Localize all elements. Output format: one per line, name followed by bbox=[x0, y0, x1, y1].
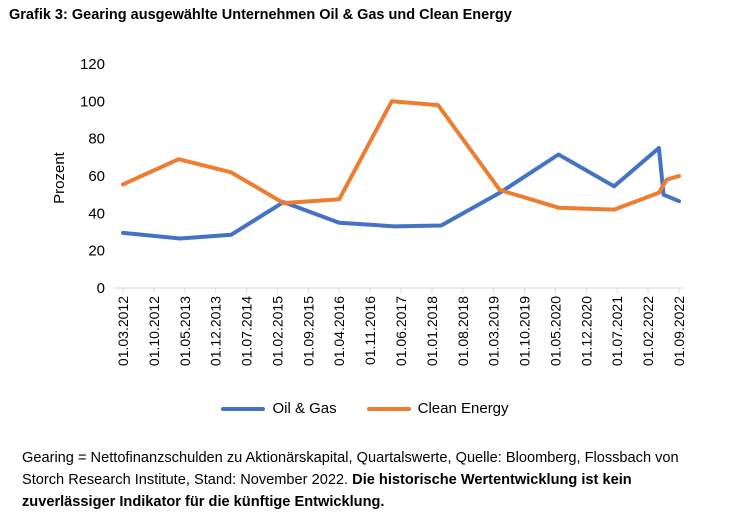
x-tick-label: 01.10.2012 bbox=[146, 296, 162, 366]
x-tick-label: 01.03.2019 bbox=[486, 296, 502, 366]
x-tick-label: 01.09.2022 bbox=[671, 296, 687, 366]
series-line-clean-energy bbox=[121, 99, 681, 212]
x-tick-label: 01.04.2016 bbox=[331, 296, 347, 366]
x-axis-ticks: 01.03.2012 01.10.2012 01.05.2013 01.12.2013… bbox=[115, 288, 687, 366]
legend-swatch-clean-energy bbox=[366, 406, 411, 411]
x-tick-label: 01.05.2013 bbox=[177, 296, 193, 366]
y-tick-label: 80 bbox=[88, 131, 105, 148]
y-tick-label: 20 bbox=[88, 243, 105, 260]
y-axis-label: Prozent bbox=[51, 151, 68, 204]
series-line-oil-gas bbox=[121, 146, 681, 241]
x-tick-label: 01.05.2020 bbox=[547, 296, 563, 366]
line-chart: Prozent 0 20 40 60 80 100 120 01.03.2012 01.10.… bbox=[51, 56, 687, 366]
x-tick-label: 01.10.2019 bbox=[517, 296, 533, 366]
x-tick-label: 01.08.2018 bbox=[455, 296, 471, 366]
footnote-text: Gearing = Nettofinanzschulden zu Aktionä… bbox=[22, 450, 679, 488]
y-axis-ticks: 0 20 40 60 80 100 120 bbox=[80, 56, 105, 297]
legend-item-oil-gas: Oil & Gas bbox=[221, 400, 337, 417]
x-tick-label: 01.07.2021 bbox=[609, 296, 625, 366]
legend-item-clean-energy: Clean Energy bbox=[366, 400, 509, 417]
y-tick-label: 120 bbox=[80, 56, 105, 73]
legend: Oil & Gas Clean Energy bbox=[0, 400, 730, 417]
x-tick-label: 01.02.2015 bbox=[269, 296, 285, 366]
legend-label-oil-gas: Oil & Gas bbox=[272, 400, 337, 417]
y-tick-label: 60 bbox=[88, 168, 105, 185]
series-lines bbox=[121, 99, 681, 241]
x-tick-label: 01.12.2013 bbox=[208, 296, 224, 366]
y-tick-label: 0 bbox=[97, 280, 105, 297]
x-tick-label: 01.09.2015 bbox=[300, 296, 316, 366]
footnote: Gearing = Nettofinanzschulden zu Aktionä… bbox=[22, 447, 712, 513]
x-tick-label: 01.11.2016 bbox=[362, 296, 378, 365]
chart-title: Grafik 3: Gearing ausgewählte Unternehme… bbox=[9, 7, 512, 23]
x-tick-label: 01.03.2012 bbox=[115, 296, 131, 366]
y-tick-label: 100 bbox=[80, 93, 105, 110]
y-tick-label: 40 bbox=[88, 205, 105, 222]
x-tick-label: 01.02.2022 bbox=[640, 296, 656, 366]
legend-label-clean-energy: Clean Energy bbox=[417, 400, 509, 417]
x-tick-label: 01.01.2018 bbox=[424, 296, 440, 366]
x-tick-label: 01.06.2017 bbox=[393, 296, 409, 366]
legend-swatch-oil-gas bbox=[221, 406, 266, 411]
x-tick-label: 01.07.2014 bbox=[239, 296, 255, 366]
footnote-disclaimer: Die historische Wertentwicklung ist kein… bbox=[22, 472, 632, 510]
x-tick-label: 01.12.2020 bbox=[578, 296, 594, 366]
